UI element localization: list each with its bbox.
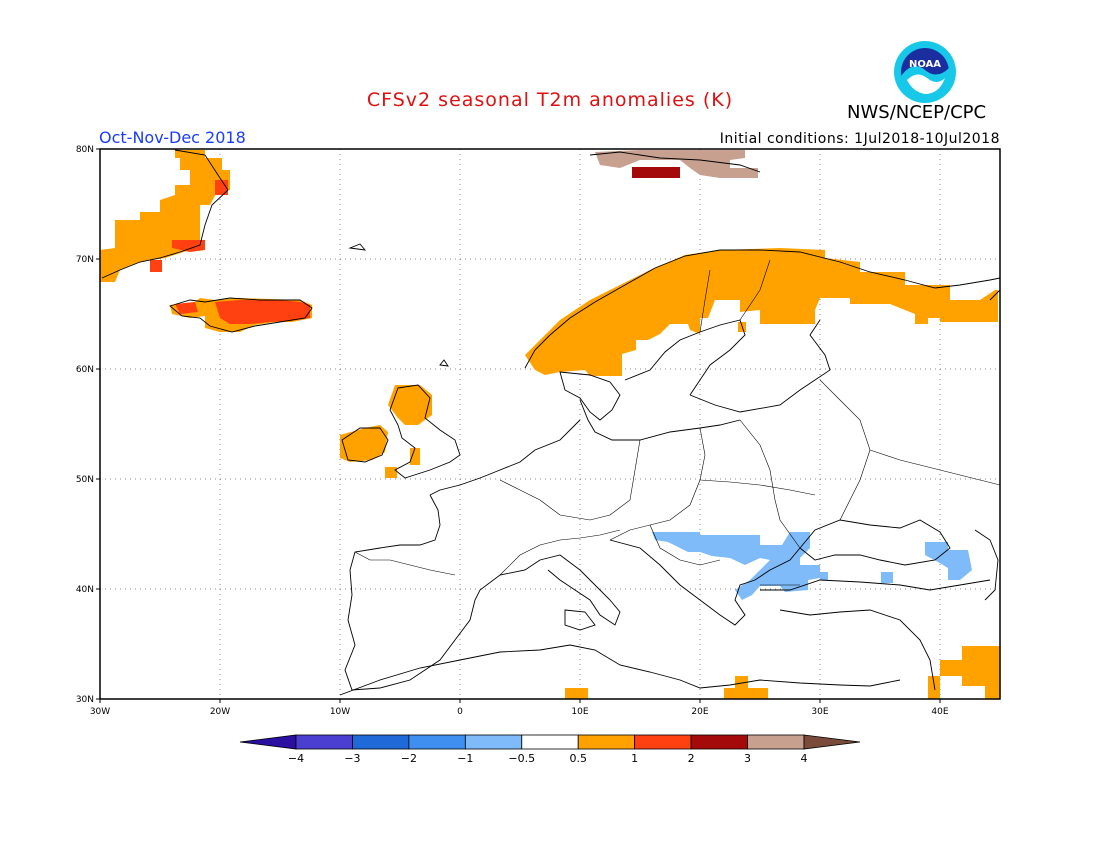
lat-label: 40N — [76, 585, 94, 595]
lat-label: 30N — [76, 695, 94, 705]
colorbar-swatch — [634, 734, 692, 750]
map-background — [100, 149, 1000, 699]
colorbar-swatch — [295, 734, 353, 750]
lat-label: 60N — [76, 365, 94, 375]
colorbar-labels: −4 −3 −2 −1 −0.5 0.5 1 2 3 4 — [288, 752, 808, 765]
colorbar-label: 2 — [688, 752, 695, 765]
lat-label: 80N — [76, 145, 94, 155]
season-label: Oct-Nov-Dec 2018 — [99, 128, 246, 147]
colorbar-swatch — [352, 734, 410, 750]
colorbar-label: −2 — [401, 752, 417, 765]
lon-label: 30W — [90, 707, 110, 717]
colorbar-label: −0.5 — [508, 752, 535, 765]
warm-anomaly-darkred — [632, 167, 680, 178]
lon-labels: 30W 20W 10W 0 10E 20E 30E 40E — [90, 707, 949, 717]
lat-label: 50N — [76, 475, 94, 485]
colorbar-label: 0.5 — [569, 752, 587, 765]
noaa-logo: NOAA — [894, 41, 956, 103]
cold-anomaly-lightblue — [652, 532, 972, 600]
lon-label: 40E — [931, 707, 948, 717]
colorbar-swatch — [747, 734, 805, 750]
map-frame — [99, 148, 1001, 700]
lat-ticks — [96, 148, 100, 700]
colorbar-swatch — [690, 734, 748, 750]
lon-label: 20W — [210, 707, 230, 717]
lon-label: 30E — [811, 707, 828, 717]
colorbar-label: −1 — [457, 752, 473, 765]
logo-text: NOAA — [909, 59, 941, 70]
colorbar-label: −4 — [288, 752, 304, 765]
warm-anomaly-brown — [595, 150, 758, 178]
lat-label: 70N — [76, 255, 94, 265]
colorbar — [239, 734, 861, 750]
lon-label: 10W — [330, 707, 350, 717]
lon-label: 20E — [691, 707, 708, 717]
colorbar-label: 4 — [801, 752, 808, 765]
map-title: CFSv2 seasonal T2m anomalies (K) — [366, 89, 734, 111]
colorbar-swatch — [408, 734, 466, 750]
gridlines — [100, 149, 1000, 699]
colorbar-label: −3 — [344, 752, 360, 765]
warm-anomaly-red — [150, 180, 310, 324]
colorbar-label: 1 — [631, 752, 638, 765]
lon-ticks — [99, 699, 941, 703]
country-borders — [354, 259, 1001, 586]
agency-label: NWS/NCEP/CPC — [847, 102, 987, 123]
colorbar-swatch — [577, 734, 636, 750]
colorbar-label: 3 — [744, 752, 751, 765]
colorbar-swatch — [464, 734, 523, 750]
initial-conditions-label: Initial conditions: 1Jul2018-10Jul2018 — [719, 131, 1000, 147]
lon-label: 10E — [571, 707, 588, 717]
lon-label: 0 — [457, 707, 463, 717]
coastlines — [101, 149, 1001, 696]
lat-labels: 80N 70N 60N 50N 40N 30N — [76, 145, 94, 705]
colorbar-swatch — [239, 734, 297, 750]
colorbar-swatch — [803, 734, 861, 750]
colorbar-swatch — [521, 734, 579, 750]
